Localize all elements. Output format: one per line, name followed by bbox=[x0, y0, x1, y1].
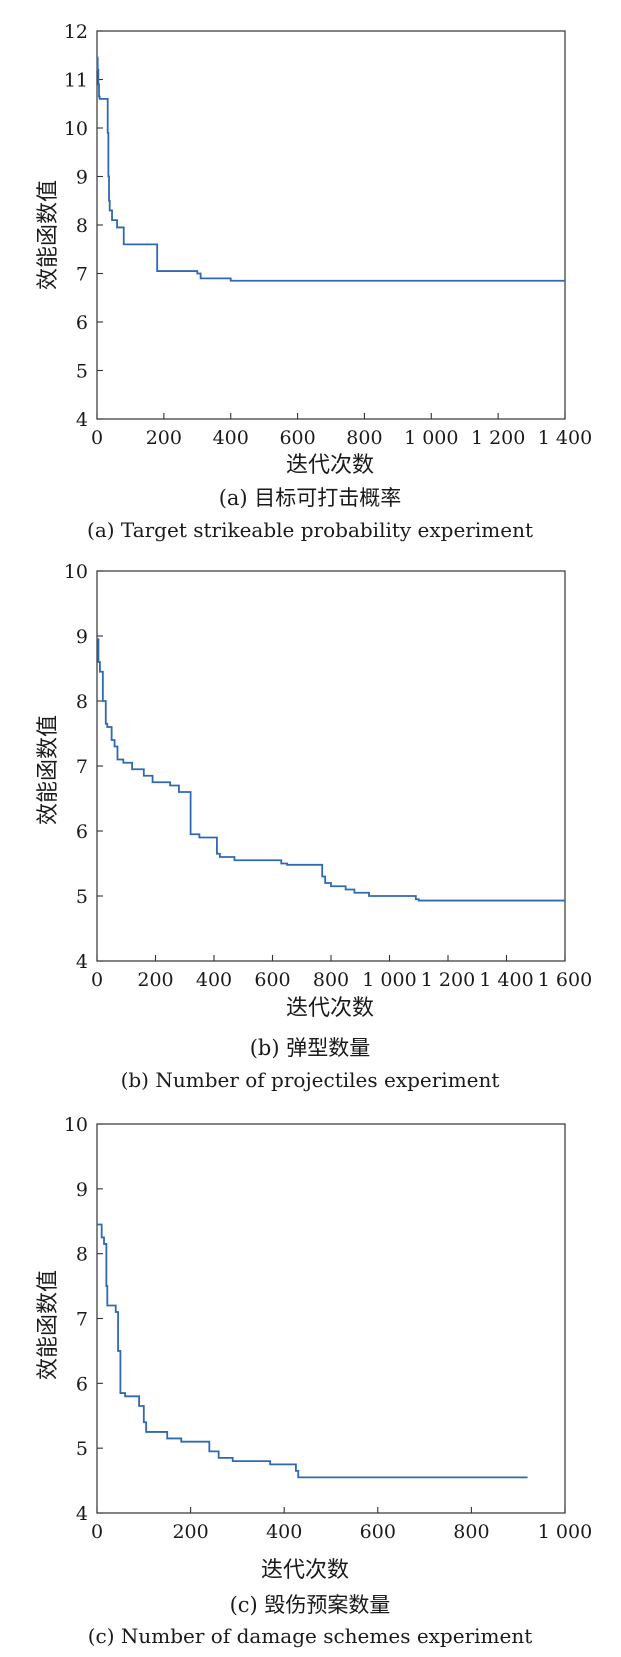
x-tick-label: 600 bbox=[279, 427, 315, 449]
x-tick-label: 1 000 bbox=[362, 969, 416, 991]
plot-frame bbox=[96, 30, 566, 420]
y-tick-label: 5 bbox=[76, 361, 88, 383]
x-tick-label: 0 bbox=[91, 969, 103, 991]
y-tick-label: 12 bbox=[64, 21, 88, 43]
x-tick-label: 0 bbox=[91, 1521, 103, 1543]
y-tick-label: 7 bbox=[76, 264, 88, 286]
x-tick-label: 0 bbox=[91, 427, 103, 449]
x-tick-label: 1 000 bbox=[404, 427, 458, 449]
x-axis-title: 迭代次数 bbox=[286, 453, 374, 478]
y-tick-label: 7 bbox=[76, 1309, 88, 1331]
y-tick-label: 8 bbox=[76, 215, 88, 237]
x-tick-label: 800 bbox=[346, 427, 382, 449]
caption-chinese: (b) 弹型数量 bbox=[250, 1036, 371, 1060]
y-axis-title: 效能函数值 bbox=[36, 180, 61, 290]
caption-english: (a) Target strikeable probability experi… bbox=[87, 518, 533, 542]
caption-english: (c) Number of damage schemes experiment bbox=[88, 1624, 533, 1648]
y-tick-label: 6 bbox=[76, 821, 88, 843]
x-tick-label: 400 bbox=[266, 1521, 302, 1543]
y-axis-title: 效能函数值 bbox=[36, 715, 61, 825]
x-tick-label: 1 200 bbox=[471, 427, 525, 449]
chart-panel-c: 0 200 400 600 800 1 000 4 5 6 7 8 9 10 迭代次数 效能函数值 (c… bbox=[36, 1114, 592, 1648]
y-tick-label: 4 bbox=[76, 1503, 88, 1525]
series-line bbox=[96, 56, 565, 282]
x-tick-label: 200 bbox=[172, 1521, 208, 1543]
series-line bbox=[97, 638, 565, 902]
y-tick-label: 4 bbox=[76, 951, 88, 973]
x-tick-label: 600 bbox=[360, 1521, 396, 1543]
series-line bbox=[97, 1223, 528, 1479]
x-tick-label: 400 bbox=[196, 969, 232, 991]
y-tick-label: 8 bbox=[76, 1244, 88, 1266]
y-tick-label: 8 bbox=[76, 691, 88, 713]
x-tick-label: 800 bbox=[313, 969, 349, 991]
x-tick-label: 600 bbox=[254, 969, 290, 991]
x-axis-title: 迭代次数 bbox=[286, 996, 374, 1021]
x-tick-label: 1 600 bbox=[538, 969, 592, 991]
y-tick-label: 7 bbox=[76, 756, 88, 778]
x-tick-label: 1 200 bbox=[421, 969, 475, 991]
y-axis-title: 效能函数值 bbox=[36, 1270, 61, 1380]
y-tick-label: 10 bbox=[64, 561, 88, 583]
y-tick-label: 9 bbox=[76, 626, 88, 648]
y-tick-label: 9 bbox=[76, 167, 88, 189]
y-tick-label: 9 bbox=[76, 1179, 88, 1201]
x-tick-label: 1 400 bbox=[479, 969, 533, 991]
chart-panel-b: 0 200 400 600 800 1 000 1 200 1 400 1 600 4 5 6 7 8 9 1… bbox=[36, 561, 592, 1092]
y-tick-label: 6 bbox=[76, 1373, 88, 1395]
y-tick-label: 11 bbox=[64, 70, 88, 92]
x-tick-label: 1 000 bbox=[538, 1521, 592, 1543]
caption-english: (b) Number of projectiles experiment bbox=[121, 1068, 500, 1092]
x-axis-title: 迭代次数 bbox=[261, 1558, 349, 1583]
caption-chinese: (a) 目标可打击概率 bbox=[219, 486, 402, 510]
chart-panel-a: 0 200 400 600 800 1 000 1 200 1 400 4 5 6 7 8 9 10 11 12… bbox=[36, 21, 592, 542]
x-tick-label: 1 400 bbox=[538, 427, 592, 449]
plot-frame bbox=[96, 1123, 566, 1514]
y-tick-label: 5 bbox=[76, 1438, 88, 1460]
plot-frame bbox=[96, 570, 566, 962]
y-tick-label: 10 bbox=[64, 1114, 88, 1136]
x-tick-label: 200 bbox=[137, 969, 173, 991]
x-tick-label: 400 bbox=[213, 427, 249, 449]
caption-chinese: (c) 毁伤预案数量 bbox=[230, 1593, 391, 1617]
y-tick-label: 4 bbox=[76, 409, 88, 431]
y-tick-label: 6 bbox=[76, 312, 88, 334]
y-tick-label: 5 bbox=[76, 886, 88, 908]
x-tick-label: 200 bbox=[146, 427, 182, 449]
y-tick-label: 10 bbox=[64, 118, 88, 140]
x-tick-label: 800 bbox=[453, 1521, 489, 1543]
